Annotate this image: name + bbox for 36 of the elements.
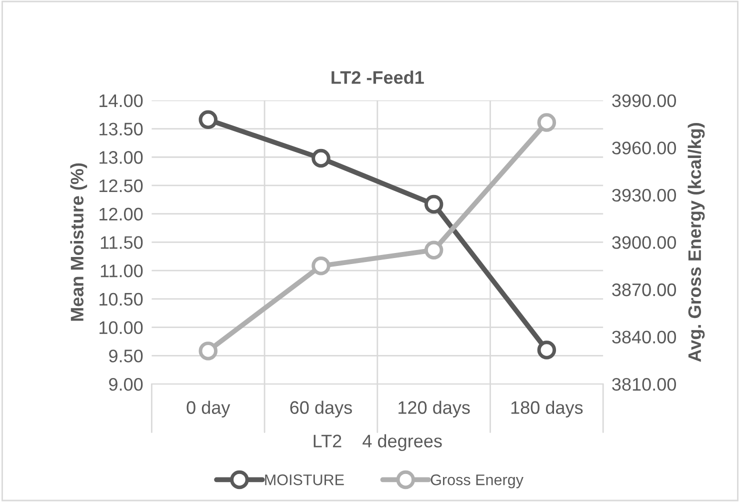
y2-tick-label: 3990.00 <box>612 94 676 108</box>
x-axis-title: LT2 4 degrees <box>314 434 442 452</box>
y-tick-label: 13.50 <box>100 122 143 136</box>
y2-tick-label: 3810.00 <box>612 378 676 391</box>
x-tick-label: 180 days <box>511 400 583 418</box>
point <box>198 110 218 130</box>
legend-label: Gross Energy <box>430 474 524 488</box>
y-tick-label: 11.50 <box>100 236 143 249</box>
y2-tick-label: 3840.00 <box>612 330 676 344</box>
y-tick-label: 10.00 <box>100 321 143 334</box>
point <box>312 256 330 276</box>
point <box>424 194 444 214</box>
chart-title: LT2 -Feed1 <box>332 70 424 84</box>
y-tick-label: 14.00 <box>100 94 143 108</box>
y2-tick-label: 3930.00 <box>612 188 676 202</box>
x-tick-label: 120 days <box>398 400 470 418</box>
y2-tick-label: 3870.00 <box>612 283 676 296</box>
x-tick-label: 0 day <box>186 400 230 418</box>
point <box>198 342 218 360</box>
y-tick-label: 12.00 <box>100 208 143 221</box>
y-tick-label: 9.50 <box>109 350 143 362</box>
y2-tick-label: 3960.00 <box>612 142 676 154</box>
x-tick-label: 60 days <box>290 400 352 418</box>
y-axis-title: Mean Moisture (%) <box>70 163 88 321</box>
legend-label: MOISTURE <box>265 474 344 486</box>
y-tick-label: 13.00 <box>100 151 143 164</box>
point <box>424 240 444 260</box>
point <box>312 148 330 168</box>
point <box>537 113 556 132</box>
y2-tick-label: 3900.00 <box>612 236 676 249</box>
y-tick-label: 9.00 <box>109 378 143 391</box>
y-tick-label: 10.50 <box>100 292 143 306</box>
y2-axis-title: Avg. Gross Energy (kcal/kg) <box>688 123 705 362</box>
y-tick-label: 12.50 <box>100 179 143 192</box>
y-tick-label: 11.00 <box>100 264 143 278</box>
point <box>537 340 556 360</box>
